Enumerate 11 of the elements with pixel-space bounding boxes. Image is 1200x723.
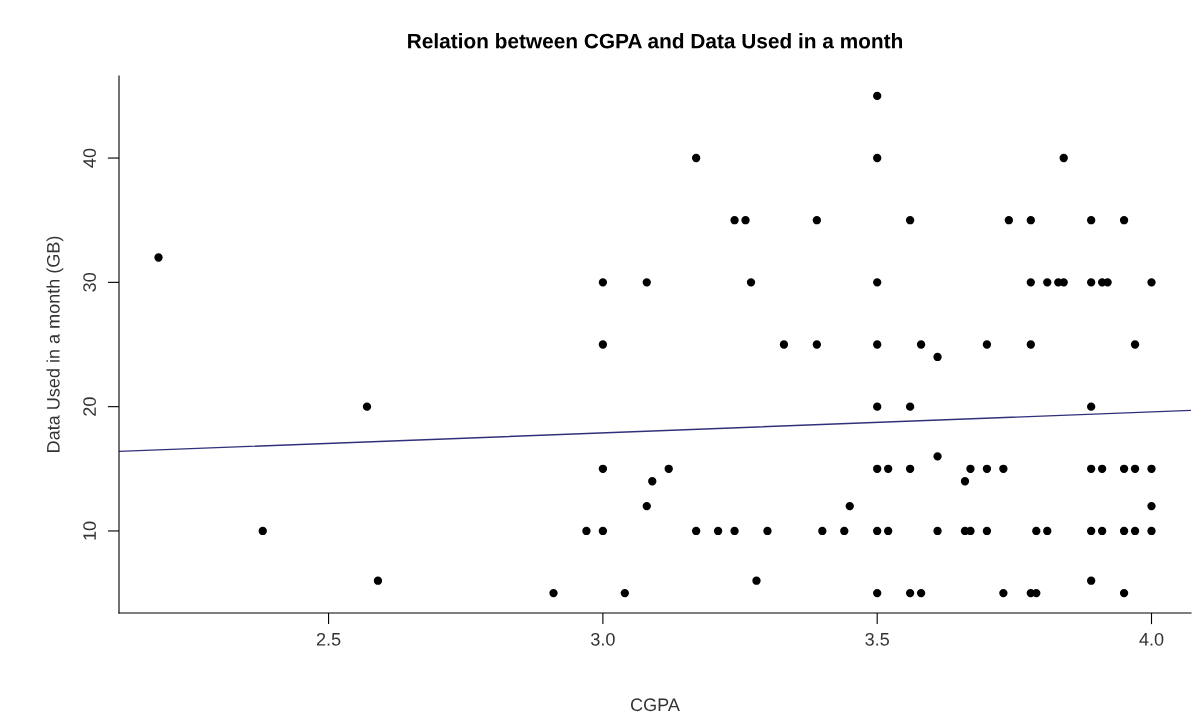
chart-title: Relation between CGPA and Data Used in a month	[408, 33, 903, 49]
y-tick-label: 40	[83, 148, 96, 168]
x-axis-title: CGPA	[631, 698, 680, 712]
x-tick-label: 4.0	[1139, 632, 1164, 646]
x-tick-label: 2.5	[316, 632, 341, 646]
y-tick-label: 20	[83, 397, 96, 416]
y-axis-title: Data Used in a month (GB)	[46, 236, 64, 452]
x-tick-label: 3.5	[865, 632, 889, 646]
y-tick-label: 30	[83, 273, 96, 292]
y-tick-label: 10	[83, 521, 96, 540]
x-tick-label: 3.0	[591, 632, 615, 646]
